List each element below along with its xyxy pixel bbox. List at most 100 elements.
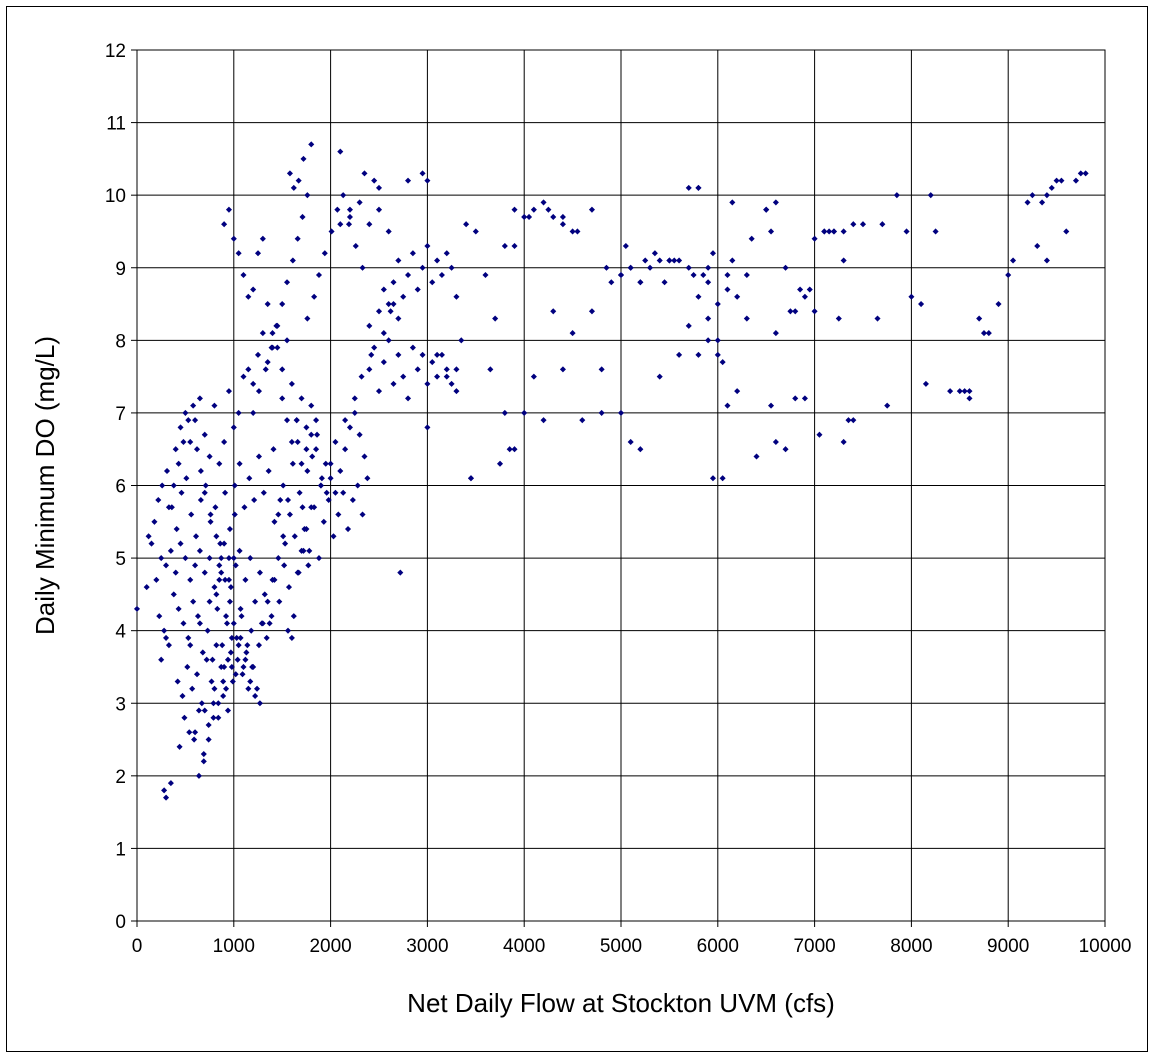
data-point (395, 351, 402, 358)
data-point (279, 395, 286, 402)
x-tick-label: 7000 (793, 936, 835, 957)
data-point (201, 431, 208, 438)
data-point (197, 496, 204, 504)
data-point (874, 315, 881, 322)
data-point (284, 627, 292, 634)
data-point (340, 192, 347, 199)
data-point (250, 409, 257, 416)
data-point (358, 373, 365, 380)
data-point (434, 373, 441, 380)
data-point (424, 177, 431, 184)
data-point (801, 293, 808, 300)
y-tick-label: 12 (105, 41, 126, 62)
data-point (792, 395, 799, 402)
data-point (961, 388, 968, 395)
data-point (714, 301, 721, 308)
data-point (221, 438, 228, 445)
data-point (155, 496, 162, 504)
data-point (603, 264, 610, 271)
data-point (569, 330, 576, 337)
data-point (320, 518, 327, 525)
data-point (315, 271, 323, 279)
data-point (724, 402, 731, 409)
data-point (264, 598, 271, 605)
data-point (165, 642, 172, 649)
data-point (1077, 170, 1084, 177)
data-point (213, 533, 220, 540)
data-point (325, 496, 332, 504)
data-point (161, 627, 168, 634)
data-point (200, 758, 207, 765)
data-point (212, 504, 219, 511)
data-point (724, 286, 731, 293)
data-point (250, 663, 257, 670)
data-point (261, 591, 268, 598)
data-point (482, 271, 489, 279)
data-point (714, 351, 721, 358)
data-point (294, 438, 301, 445)
data-point (252, 692, 259, 700)
data-point (811, 235, 818, 242)
y-tick-label: 11 (106, 114, 126, 135)
data-point (213, 642, 220, 649)
data-point (311, 293, 318, 300)
data-point (826, 228, 833, 235)
data-point (275, 555, 282, 562)
data-point (956, 388, 963, 395)
data-point (627, 438, 634, 445)
data-point (148, 540, 155, 547)
data-point (419, 264, 426, 271)
x-tick-label: 9000 (987, 936, 1029, 957)
data-point (830, 228, 837, 235)
data-point (185, 634, 192, 641)
data-point (588, 206, 595, 213)
data-point (743, 271, 750, 279)
data-point (617, 409, 625, 416)
data-point (598, 409, 605, 416)
data-point (225, 206, 232, 213)
data-point (1034, 242, 1041, 249)
data-point (303, 446, 310, 453)
data-point (211, 584, 218, 591)
data-point (1072, 177, 1079, 184)
data-point (1010, 257, 1017, 264)
data-point (293, 417, 300, 424)
data-point (1005, 271, 1012, 279)
data-point (193, 671, 201, 678)
data-point (290, 613, 297, 620)
data-point (259, 235, 266, 242)
data-point (356, 199, 363, 206)
data-point (192, 729, 199, 736)
data-point (313, 446, 320, 453)
data-point (405, 271, 412, 279)
data-point (337, 221, 344, 228)
data-point (409, 250, 416, 257)
data-point (424, 242, 431, 249)
data-point (219, 642, 226, 649)
data-point (922, 380, 929, 387)
data-point (526, 213, 533, 220)
data-point (676, 257, 683, 264)
data-point (424, 424, 431, 431)
data-point (172, 569, 179, 576)
data-point (443, 250, 450, 257)
data-point (254, 351, 262, 358)
data-point (438, 271, 445, 279)
data-point (240, 373, 247, 380)
data-point (375, 388, 383, 395)
data-point (242, 576, 249, 583)
data-point (223, 613, 230, 620)
data-point (277, 496, 284, 504)
data-point (308, 141, 315, 148)
data-point (850, 221, 857, 228)
data-point (705, 264, 712, 271)
data-point (443, 366, 450, 373)
data-point (250, 380, 257, 387)
data-point (304, 467, 311, 475)
data-point (184, 663, 191, 670)
data-point (308, 402, 315, 409)
data-point (359, 264, 366, 271)
data-point (187, 642, 194, 649)
data-point (385, 301, 392, 308)
data-point (540, 199, 547, 206)
